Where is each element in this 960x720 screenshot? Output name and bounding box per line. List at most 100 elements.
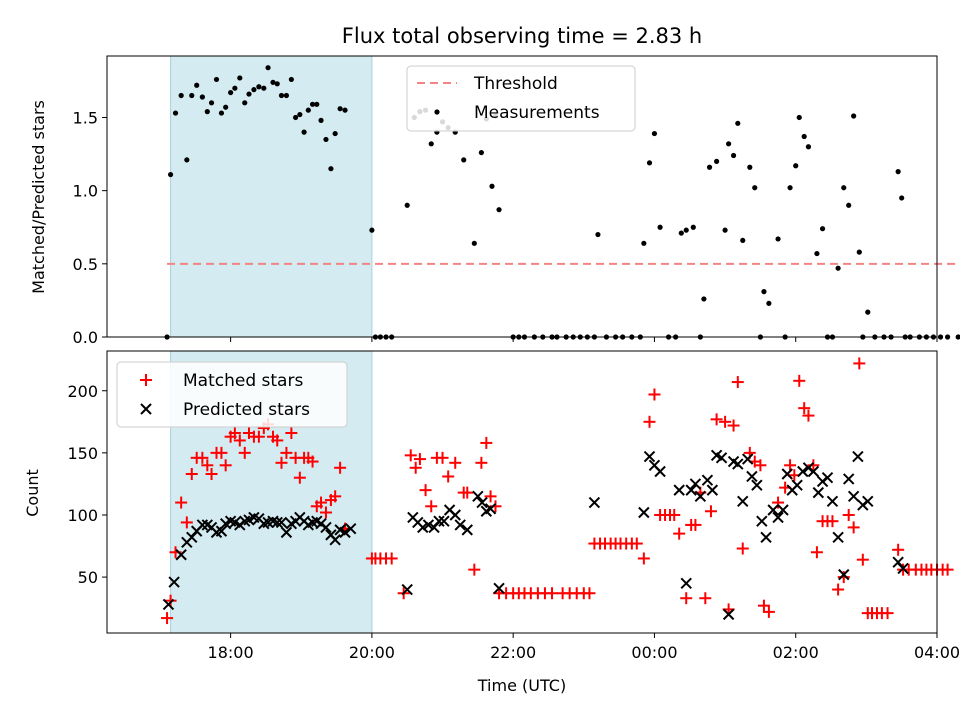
measurement-point: [428, 141, 434, 147]
matched-star-marker: [238, 446, 251, 459]
measurement-point: [955, 334, 960, 340]
matched-star-marker: [630, 537, 643, 550]
predicted-star-marker: [807, 465, 820, 478]
matched-star-marker: [847, 521, 860, 534]
predicted-star-marker: [694, 490, 707, 503]
matched-star-marker: [425, 500, 438, 513]
matched-star-marker: [219, 459, 232, 472]
matched-star-marker: [164, 594, 177, 607]
matched-star-marker: [489, 500, 502, 513]
measurement-point: [369, 227, 375, 233]
matched-star-marker: [842, 508, 855, 521]
measurement-point: [332, 130, 338, 137]
matched-star-marker: [673, 527, 686, 540]
measurements-points: [164, 65, 960, 340]
matched-star-marker: [881, 607, 894, 620]
predicted-star-marker: [638, 506, 650, 519]
measurement-point: [318, 117, 324, 123]
matched-star-marker: [306, 455, 319, 468]
measurement-point: [293, 114, 299, 121]
top-legend-box: [406, 65, 636, 132]
predicted-star-marker: [791, 479, 803, 491]
measurement-point: [865, 309, 871, 315]
matched-star-marker: [826, 515, 839, 528]
bottom-y-axis-label: Count: [23, 469, 42, 517]
matched-star-marker: [832, 583, 845, 596]
measurement-point: [246, 91, 252, 97]
measurement-point: [722, 227, 728, 233]
measurement-point: [342, 107, 348, 113]
predicted-star-marker: [433, 515, 445, 527]
x-tick-label: 20:00: [349, 643, 395, 662]
predicted-star-marker: [812, 486, 825, 499]
top-y-axis-label: Matched/Predicted stars: [29, 100, 48, 294]
measurement-point: [801, 133, 807, 140]
predicted-star-marker: [673, 484, 685, 496]
top-x-ticks: [230, 337, 938, 342]
predicted-star-marker: [760, 531, 772, 544]
matched-star-marker: [205, 467, 218, 480]
matched-star-marker: [319, 506, 332, 519]
predicted-star-marker: [767, 504, 779, 516]
y-tick-label: 50: [78, 568, 98, 587]
measurement-point: [835, 265, 841, 271]
matched-star-marker: [468, 563, 481, 576]
measurement-point: [194, 82, 200, 88]
measurement-point: [846, 202, 852, 208]
predicted-star-marker: [751, 479, 763, 491]
measurement-point: [337, 106, 343, 112]
matched-star-marker: [583, 587, 596, 600]
measurement-point: [646, 160, 653, 166]
y-tick-label: 0.0: [73, 328, 98, 347]
measurement-point: [851, 113, 857, 119]
measurement-point: [641, 240, 647, 246]
matched-star-marker: [161, 612, 174, 625]
matched-star-marker: [757, 599, 770, 612]
matched-star-marker: [449, 456, 462, 469]
predicted-star-marker: [461, 524, 473, 536]
predicted-star-marker: [732, 458, 744, 470]
x-tick-label: 00:00: [631, 643, 677, 662]
measurement-point: [404, 202, 410, 208]
x-tick-label: 04:00: [914, 643, 960, 662]
measurement-point: [189, 92, 195, 99]
legend-matched-label: Matched stars: [183, 371, 303, 391]
predicted-star-marker: [722, 608, 735, 621]
matched-star-marker: [196, 451, 209, 464]
measurement-point: [314, 101, 320, 107]
measurement-point: [213, 76, 220, 83]
measurement-point: [478, 149, 484, 156]
predicted-star-marker: [847, 490, 860, 503]
predicted-star-marker: [797, 465, 809, 478]
matched-star-marker: [442, 470, 455, 483]
measurement-point: [178, 92, 184, 99]
top-shaded-region: [170, 55, 373, 338]
matched-star-marker: [436, 451, 449, 464]
measurement-point: [471, 240, 477, 246]
matched-star-marker: [689, 518, 702, 531]
matched-star-marker: [275, 456, 288, 469]
top-title: Flux total observing time = 2.83 h: [342, 24, 702, 48]
measurement-point: [895, 169, 901, 175]
predicted-star-marker: [588, 496, 601, 509]
matched-star-marker: [704, 505, 717, 518]
predicted-star-marker: [746, 470, 758, 483]
matched-star-marker: [648, 388, 661, 401]
matched-star-marker: [668, 508, 681, 521]
predicted-star-marker: [472, 490, 484, 503]
matched-star-marker: [271, 434, 284, 447]
y-tick-label: 150: [67, 444, 98, 463]
matched-star-marker: [793, 374, 806, 387]
matched-star-marker: [201, 459, 214, 472]
matched-star-marker: [736, 542, 749, 555]
measurement-point: [297, 111, 303, 118]
predicted-star-marker: [271, 516, 283, 529]
bottom-legend: Matched stars Predicted stars: [116, 361, 348, 428]
matched-star-marker: [699, 592, 712, 605]
matched-star-marker: [185, 467, 198, 480]
measurement-point: [690, 224, 696, 230]
matched-star-marker: [175, 496, 188, 509]
matched-star-marker: [280, 446, 293, 459]
y-tick-label: 1.0: [73, 182, 98, 201]
measurement-point: [793, 163, 799, 169]
